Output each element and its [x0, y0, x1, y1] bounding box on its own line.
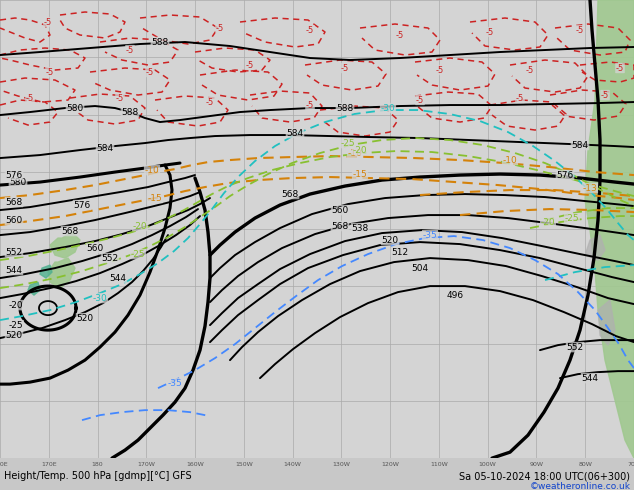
Text: -5: -5 [601, 91, 609, 99]
Text: 170E: 170E [41, 462, 56, 466]
Text: 576: 576 [5, 171, 23, 179]
Text: 552: 552 [101, 254, 119, 263]
Text: -30: -30 [93, 294, 107, 303]
Text: 588: 588 [121, 107, 139, 117]
Text: -15: -15 [148, 194, 162, 202]
Text: 544: 544 [110, 273, 127, 283]
Text: -10: -10 [503, 155, 517, 165]
Text: 110W: 110W [430, 462, 448, 466]
Polygon shape [48, 258, 75, 288]
Text: 588: 588 [152, 38, 169, 47]
Text: 576: 576 [74, 200, 91, 210]
Text: -5: -5 [396, 30, 404, 40]
Text: -5: -5 [341, 64, 349, 73]
Text: 100W: 100W [479, 462, 496, 466]
Text: 584: 584 [571, 141, 588, 149]
Text: -35: -35 [423, 231, 437, 240]
Text: -5: -5 [516, 94, 524, 102]
Text: 568: 568 [5, 197, 23, 207]
Text: 584: 584 [96, 144, 113, 152]
Text: 140W: 140W [283, 462, 302, 466]
Text: 538: 538 [351, 223, 368, 233]
Text: 568: 568 [61, 226, 79, 236]
Text: -5: -5 [126, 46, 134, 54]
Text: -5: -5 [486, 27, 494, 37]
Polygon shape [585, 0, 634, 458]
Text: -20: -20 [541, 218, 555, 226]
Text: 560: 560 [5, 216, 23, 224]
Text: -20: -20 [353, 146, 367, 154]
Text: -25: -25 [131, 249, 145, 259]
Text: -5: -5 [306, 25, 314, 34]
Text: 170W: 170W [138, 462, 155, 466]
Text: 580: 580 [67, 103, 84, 113]
Text: 130W: 130W [332, 462, 351, 466]
Text: 120W: 120W [381, 462, 399, 466]
Text: ©weatheronline.co.uk: ©weatheronline.co.uk [529, 482, 630, 490]
Polygon shape [585, 235, 605, 260]
Text: 584: 584 [287, 128, 304, 138]
Text: -5: -5 [526, 66, 534, 74]
Text: -5: -5 [116, 94, 124, 102]
Text: 190E: 190E [0, 462, 8, 466]
Text: -35: -35 [167, 379, 183, 388]
Polygon shape [50, 232, 80, 258]
Text: 160W: 160W [186, 462, 204, 466]
Text: 496: 496 [446, 291, 463, 299]
Text: -10: -10 [145, 166, 159, 174]
Polygon shape [40, 265, 52, 278]
Text: 560: 560 [332, 206, 349, 215]
Text: -5: -5 [46, 68, 54, 76]
Text: 552: 552 [566, 343, 583, 352]
Text: 520: 520 [6, 331, 23, 340]
Text: -20: -20 [9, 300, 23, 310]
Text: -13: -13 [583, 184, 597, 193]
Text: 70W: 70W [627, 462, 634, 466]
Text: -5: -5 [416, 96, 424, 104]
Text: -5: -5 [246, 61, 254, 70]
Text: 552: 552 [6, 247, 23, 257]
Text: -5: -5 [44, 18, 52, 26]
Text: -5: -5 [306, 100, 314, 110]
Text: -5: -5 [26, 94, 34, 102]
Text: -5: -5 [206, 98, 214, 106]
Text: 504: 504 [411, 264, 429, 272]
Text: 560: 560 [86, 244, 103, 252]
Text: -5: -5 [436, 66, 444, 74]
Text: -5: -5 [146, 68, 154, 76]
Text: -5: -5 [616, 64, 624, 73]
Text: -25: -25 [340, 139, 355, 147]
Text: 520: 520 [77, 314, 94, 322]
Text: -5: -5 [576, 25, 584, 34]
Text: -5: -5 [216, 24, 224, 32]
Text: 80W: 80W [578, 462, 592, 466]
Polygon shape [598, 300, 615, 345]
Polygon shape [28, 282, 40, 295]
Text: 544: 544 [6, 266, 22, 274]
Text: 544: 544 [581, 373, 598, 383]
Text: 520: 520 [382, 236, 399, 245]
Text: 576: 576 [557, 171, 574, 179]
Text: -10: -10 [347, 148, 363, 158]
Text: 568: 568 [281, 190, 299, 198]
Text: 580: 580 [10, 177, 27, 187]
Text: -25: -25 [9, 320, 23, 330]
Text: 90W: 90W [529, 462, 543, 466]
Text: -25: -25 [565, 214, 579, 222]
Text: 180: 180 [92, 462, 103, 466]
Text: 568: 568 [332, 221, 349, 231]
Text: 150W: 150W [235, 462, 253, 466]
Text: 512: 512 [391, 247, 408, 257]
Text: -15: -15 [353, 170, 367, 178]
Text: -30: -30 [380, 103, 396, 113]
Text: Height/Temp. 500 hPa [gdmp][°C] GFS: Height/Temp. 500 hPa [gdmp][°C] GFS [4, 471, 191, 481]
Text: -20: -20 [133, 221, 147, 231]
Text: Sa 05-10-2024 18:00 UTC(06+300): Sa 05-10-2024 18:00 UTC(06+300) [459, 471, 630, 481]
Text: 588: 588 [337, 103, 354, 113]
